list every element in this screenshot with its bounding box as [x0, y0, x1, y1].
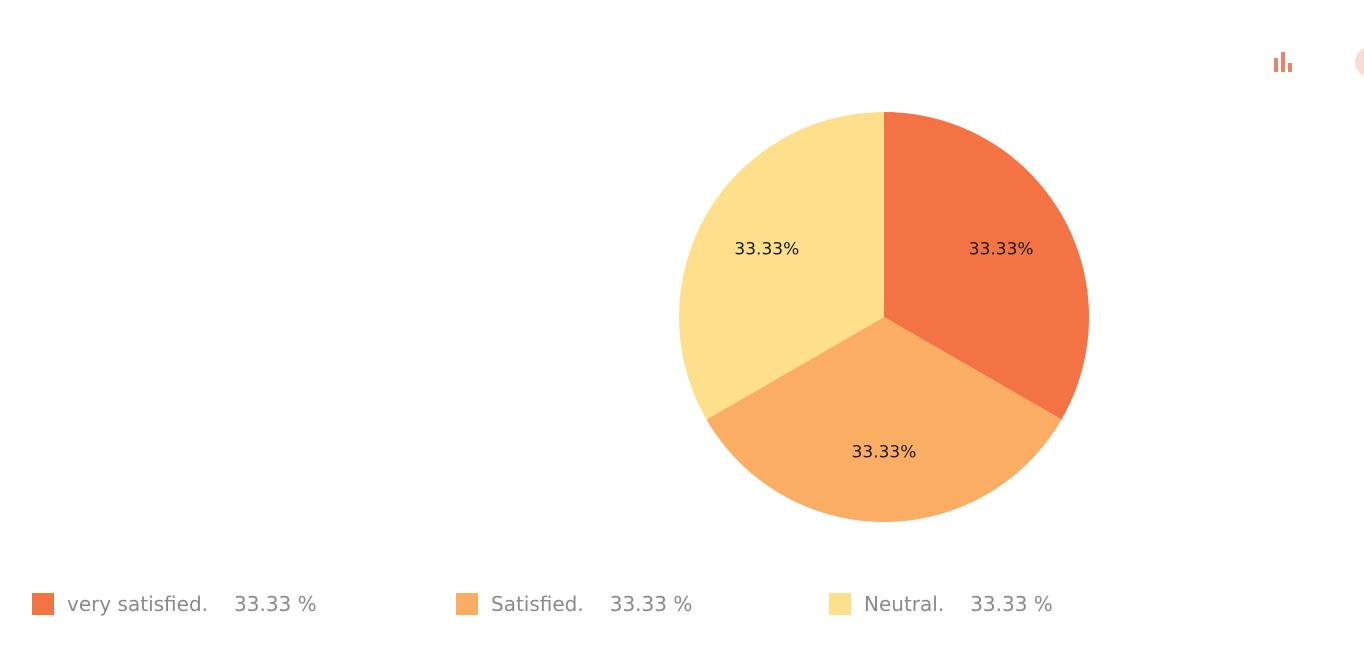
- pie-chart-icon[interactable]: [1352, 44, 1364, 80]
- pie-slice-1[interactable]: [706, 317, 1062, 522]
- legend-value: 33.33 %: [609, 592, 693, 616]
- slice-data-label: 33.33%: [852, 442, 917, 462]
- legend-value: 33.33 %: [970, 592, 1053, 616]
- pie-chart-svg: 33.33% 33.33% 33.33%: [678, 111, 1089, 522]
- bar-chart-icon[interactable]: [1268, 44, 1304, 80]
- legend-value: 33.33 %: [234, 592, 317, 616]
- pie-slice-0[interactable]: [884, 112, 1089, 420]
- legend-item-neutral[interactable]: Neutral. 33.33 %: [829, 588, 1053, 620]
- slice-data-label: 33.33%: [734, 239, 799, 259]
- legend-swatch: [456, 593, 478, 615]
- legend-swatch: [829, 593, 851, 615]
- legend-item-satisfied[interactable]: Satisfied. 33.33 %: [456, 588, 692, 620]
- legend-label: Neutral.: [864, 592, 945, 616]
- pie-chart: 33.33% 33.33% 33.33%: [678, 111, 1089, 522]
- pie-slice-2[interactable]: [678, 111, 884, 420]
- slice-data-label: 33.33%: [969, 239, 1034, 259]
- legend-label: Satisfied.: [491, 592, 584, 616]
- legend-swatch: [32, 593, 54, 615]
- chart-toolbar: [1204, 44, 1364, 80]
- legend-label: very satisfied.: [67, 592, 209, 616]
- chart-legend: very satisfied. 33.33 % Satisfied. 33.33…: [0, 588, 1364, 620]
- legend-item-very-satisfied[interactable]: very satisfied. 33.33 %: [32, 588, 317, 620]
